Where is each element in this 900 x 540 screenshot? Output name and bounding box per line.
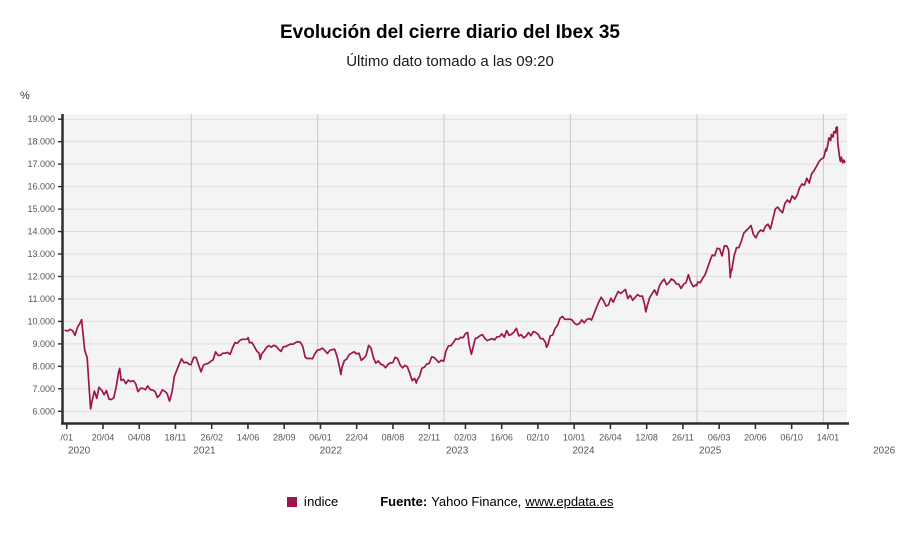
plot-background: [63, 114, 847, 424]
y-axis-unit-label: %: [20, 90, 30, 102]
source-link[interactable]: www.epdata.es: [525, 494, 614, 509]
x-tick-label: 02/03: [454, 433, 477, 443]
x-tick-label: 06/03: [708, 433, 731, 443]
x-tick-label: 16/06: [490, 433, 513, 443]
series-line: [64, 126, 846, 410]
source-text: Yahoo Finance,: [431, 494, 522, 509]
x-tick-label: 14/06: [237, 433, 260, 443]
y-tick-label: 17.000: [27, 159, 55, 169]
x-tick-label: /01: [60, 433, 73, 443]
year-label: 2022: [320, 446, 343, 457]
year-label: 2021: [193, 446, 216, 457]
x-tick-label: 26/02: [200, 433, 223, 443]
x-tick-label: 12/08: [635, 433, 658, 443]
year-label: 2026: [873, 446, 896, 457]
legend-series-label: índice: [303, 494, 339, 509]
x-tick-label: 28/09: [273, 433, 296, 443]
x-tick-label: 04/08: [128, 433, 151, 443]
page-title: Evolución del cierre diario del Ibex 35: [279, 22, 620, 43]
y-tick-label: 14.000: [27, 227, 55, 237]
chart-footer: índice Fuente: Yahoo Finance, www.epdata…: [0, 494, 900, 509]
y-tick-label: 8.000: [32, 361, 55, 371]
line-chart: 6.000 7.000 8.000 9.000 10.000 11.000 12.000 13…: [27, 114, 896, 457]
y-tick-label: 15.000: [27, 204, 55, 214]
y-tick-label: 6.000: [32, 406, 55, 416]
x-tick-label: 10/01: [563, 433, 586, 443]
year-label: 2024: [572, 446, 595, 457]
x-tick-label: 06/10: [780, 433, 803, 443]
x-tick-label: 08/08: [382, 433, 405, 443]
x-tick-label: 06/01: [309, 433, 332, 443]
x-tick-label: 14/01: [817, 433, 840, 443]
x-tick-label: 22/04: [345, 433, 368, 443]
year-label: 2023: [446, 446, 469, 457]
source-prefix: Fuente:: [380, 494, 428, 509]
y-tick-label: 7.000: [32, 384, 55, 394]
y-tick-label: 16.000: [27, 182, 55, 192]
y-tick-label: 19.000: [27, 114, 55, 124]
x-tick-label: 26/11: [672, 433, 694, 443]
x-tick-label: 22/11: [418, 433, 440, 443]
chart-subtitle: Último dato tomado a las 09:20: [346, 53, 554, 70]
x-tick-label: 20/06: [744, 433, 767, 443]
y-tick-label: 18.000: [27, 137, 55, 147]
legend-swatch-indice: [286, 496, 297, 507]
x-tick-label: 26/04: [599, 433, 622, 443]
year-label: 2025: [699, 446, 722, 457]
y-tick-label: 9.000: [32, 339, 55, 349]
year-label: 2020: [68, 446, 91, 457]
x-tick-label: 18/11: [165, 433, 187, 443]
y-tick-label: 13.000: [27, 249, 55, 259]
y-tick-label: 11.000: [28, 294, 55, 304]
x-tick-label: 20/04: [92, 433, 115, 443]
x-tick-label: 02/10: [527, 433, 550, 443]
y-tick-label: 12.000: [27, 271, 55, 281]
y-tick-label: 10.000: [27, 316, 55, 326]
